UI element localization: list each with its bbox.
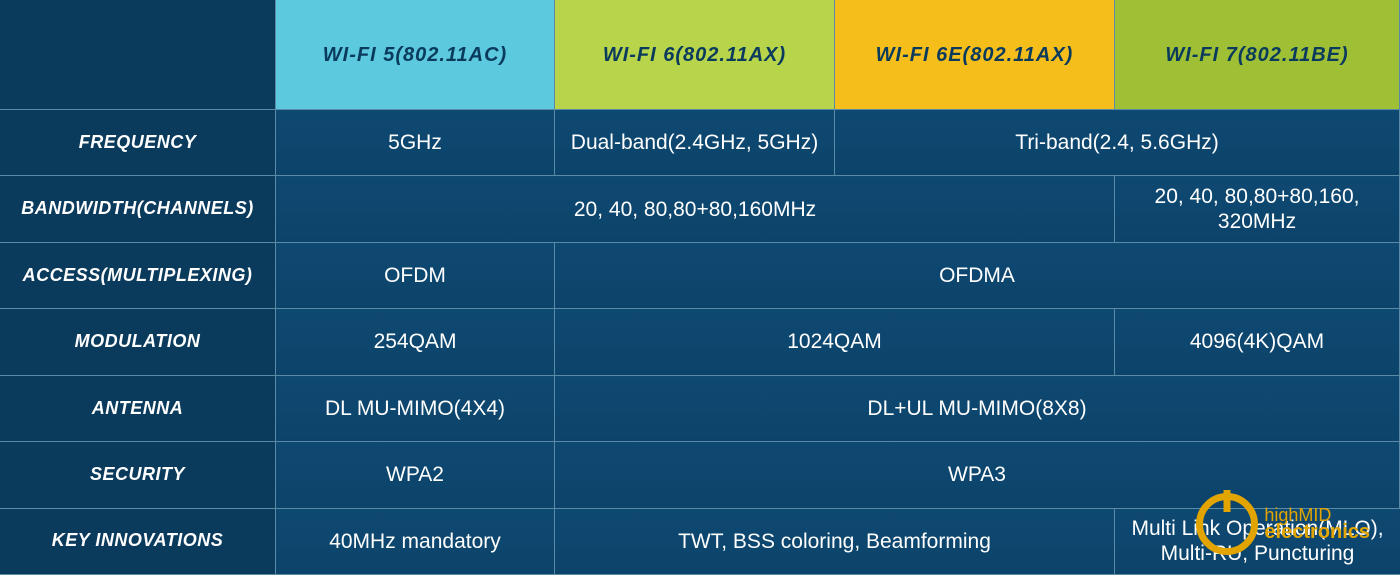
row-label-security: SECURITY [0,442,276,508]
modulation-wifi7: 4096(4K)QAM [1115,309,1400,375]
access-wifi5: OFDM [276,243,555,309]
frequency-wifi6e-7: Tri-band(2.4, 5.6GHz) [835,110,1400,176]
row-label-access: ACCESS(MULTIPLEXING) [0,243,276,309]
header-wifi6e: WI-FI 6E(802.11AX) [835,0,1115,110]
row-label-antenna: ANTENNA [0,376,276,442]
access-wifi6-6e-7: OFDMA [555,243,1400,309]
bandwidth-wifi5-6-6e: 20, 40, 80,80+80,160MHz [276,176,1115,242]
header-wifi6: WI-FI 6(802.11AX) [555,0,835,110]
innovations-wifi6-6e: TWT, BSS coloring, Beamforming [555,509,1115,575]
antenna-wifi5: DL MU-MIMO(4X4) [276,376,555,442]
modulation-wifi6-6e: 1024QAM [555,309,1115,375]
corner-cell [0,0,276,110]
row-label-frequency: FREQUENCY [0,110,276,176]
innovations-wifi7: Multi Link Operation(MLO), Multi-RU, Pun… [1115,509,1400,575]
frequency-wifi5: 5GHz [276,110,555,176]
security-wifi6-6e-7: WPA3 [555,442,1400,508]
row-label-innovations: KEY INNOVATIONS [0,509,276,575]
row-label-modulation: MODULATION [0,309,276,375]
row-label-bandwidth: BANDWIDTH(CHANNELS) [0,176,276,242]
modulation-wifi5: 254QAM [276,309,555,375]
frequency-wifi6: Dual-band(2.4GHz, 5GHz) [555,110,835,176]
bandwidth-wifi7: 20, 40, 80,80+80,160, 320MHz [1115,176,1400,242]
innovations-wifi5: 40MHz mandatory [276,509,555,575]
antenna-wifi6-6e-7: DL+UL MU-MIMO(8X8) [555,376,1400,442]
header-wifi7: WI-FI 7(802.11BE) [1115,0,1400,110]
header-wifi5: WI-FI 5(802.11AC) [276,0,555,110]
security-wifi5: WPA2 [276,442,555,508]
wifi-comparison-table: WI-FI 5(802.11AC) WI-FI 6(802.11AX) WI-F… [0,0,1400,575]
